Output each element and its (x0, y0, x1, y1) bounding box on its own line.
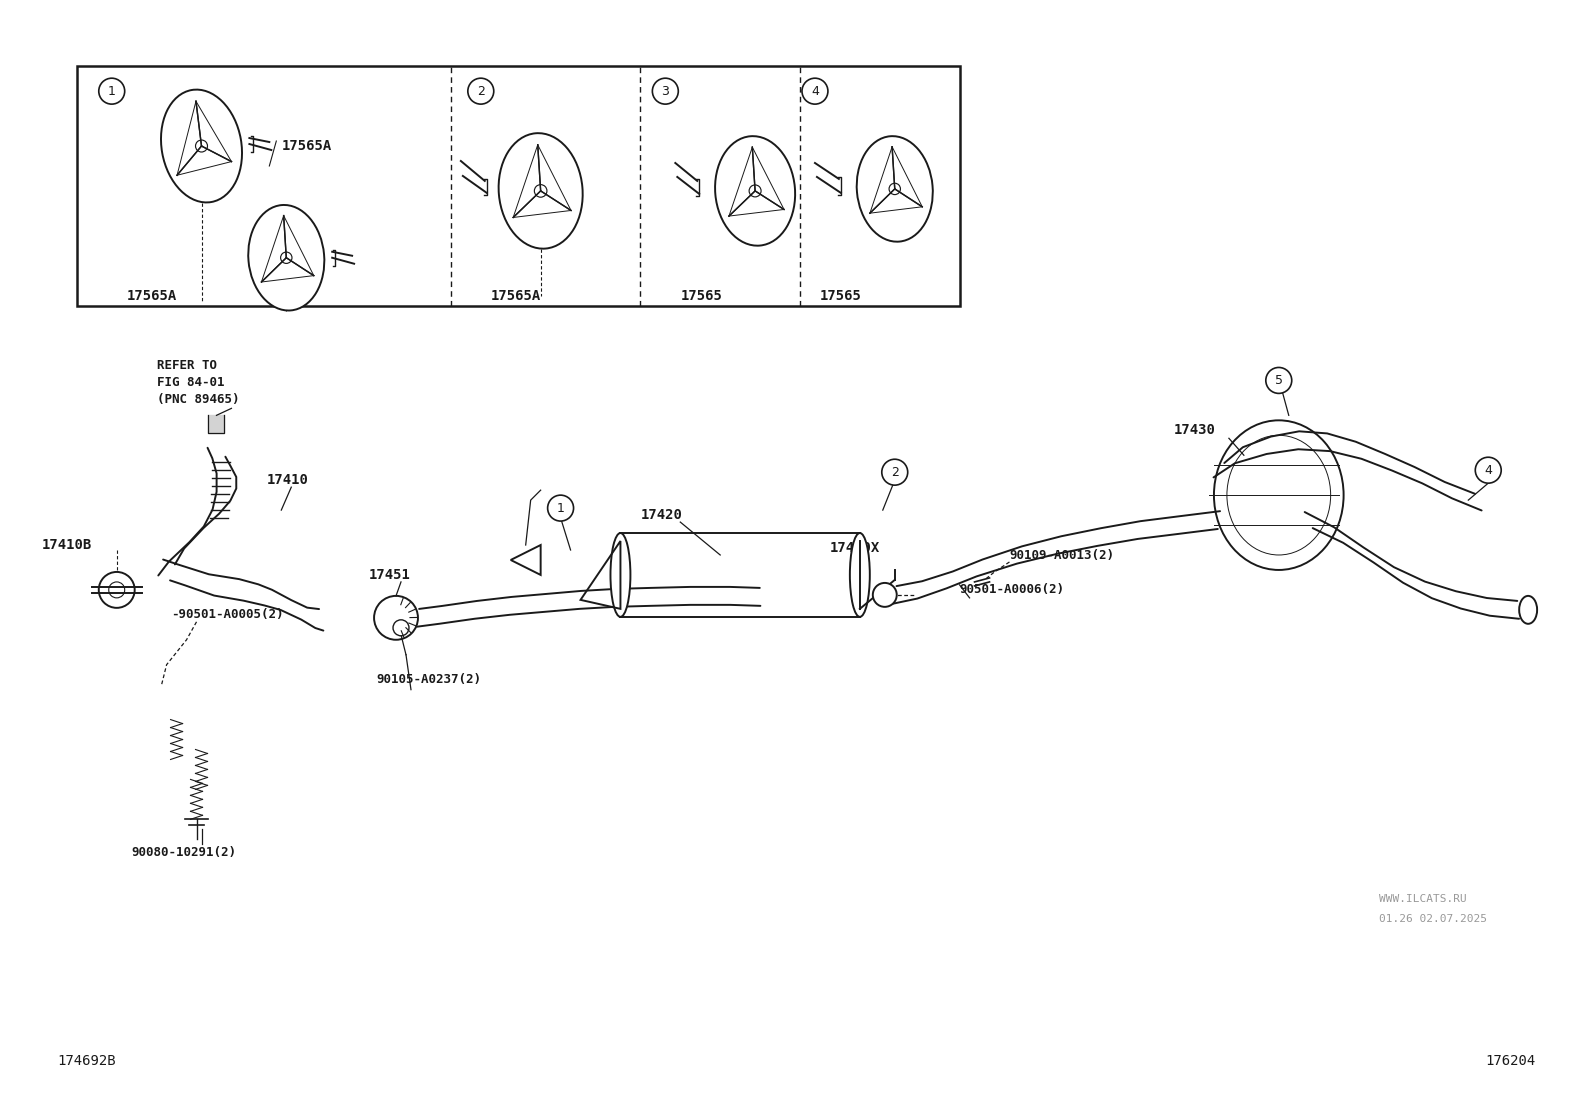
Ellipse shape (498, 133, 583, 248)
Circle shape (872, 582, 896, 607)
Text: 17410B: 17410B (41, 539, 92, 552)
Circle shape (468, 78, 494, 104)
Circle shape (882, 459, 907, 485)
Ellipse shape (856, 136, 933, 242)
Text: 174692B: 174692B (57, 1054, 116, 1068)
Text: 5: 5 (1275, 374, 1283, 387)
Text: 3: 3 (661, 85, 669, 98)
Circle shape (548, 496, 573, 521)
Ellipse shape (1215, 420, 1344, 570)
Text: REFER TO: REFER TO (156, 359, 217, 371)
Text: 17410: 17410 (266, 474, 309, 487)
Text: 176204: 176204 (1485, 1054, 1535, 1068)
Text: -90501-A0005(2): -90501-A0005(2) (172, 609, 283, 621)
Text: 17565A: 17565A (490, 289, 541, 302)
Ellipse shape (161, 90, 242, 202)
Text: 4: 4 (810, 85, 818, 98)
Ellipse shape (715, 136, 794, 246)
Text: 90501-A0006(2): 90501-A0006(2) (960, 584, 1065, 597)
Text: 1: 1 (557, 501, 565, 514)
Text: 17430: 17430 (1173, 423, 1216, 437)
Circle shape (99, 571, 135, 608)
Circle shape (99, 78, 124, 104)
Text: 01.26 02.07.2025: 01.26 02.07.2025 (1379, 914, 1487, 924)
Text: 90080-10291(2): 90080-10291(2) (132, 846, 237, 858)
Bar (76, 66, 960, 306)
Ellipse shape (850, 533, 869, 617)
Text: 17565: 17565 (680, 289, 723, 302)
Text: 17451: 17451 (369, 568, 411, 582)
Text: 90109-A0013(2): 90109-A0013(2) (1009, 550, 1114, 563)
Ellipse shape (248, 206, 325, 311)
Text: FIG 84-01: FIG 84-01 (156, 376, 224, 389)
Text: 17420: 17420 (640, 508, 683, 522)
Circle shape (1266, 367, 1291, 393)
Text: 1: 1 (108, 85, 116, 98)
Bar (621, 533, 860, 617)
Text: 17565A: 17565A (127, 289, 177, 302)
Text: 2: 2 (892, 466, 899, 479)
Text: 2: 2 (478, 85, 484, 98)
Text: (PNC 89465): (PNC 89465) (156, 392, 239, 406)
Text: 4: 4 (1484, 464, 1492, 477)
Text: 17420X: 17420X (829, 541, 880, 555)
Text: 17565: 17565 (820, 289, 861, 302)
Ellipse shape (610, 533, 630, 617)
Polygon shape (209, 415, 224, 433)
Circle shape (1476, 457, 1501, 484)
Circle shape (802, 78, 828, 104)
Text: 90105-A0237(2): 90105-A0237(2) (376, 674, 481, 686)
Circle shape (653, 78, 678, 104)
Circle shape (393, 620, 409, 636)
Text: 17565A: 17565A (282, 138, 331, 153)
Text: WWW.ILCATS.RU: WWW.ILCATS.RU (1379, 895, 1466, 904)
Circle shape (374, 596, 419, 640)
